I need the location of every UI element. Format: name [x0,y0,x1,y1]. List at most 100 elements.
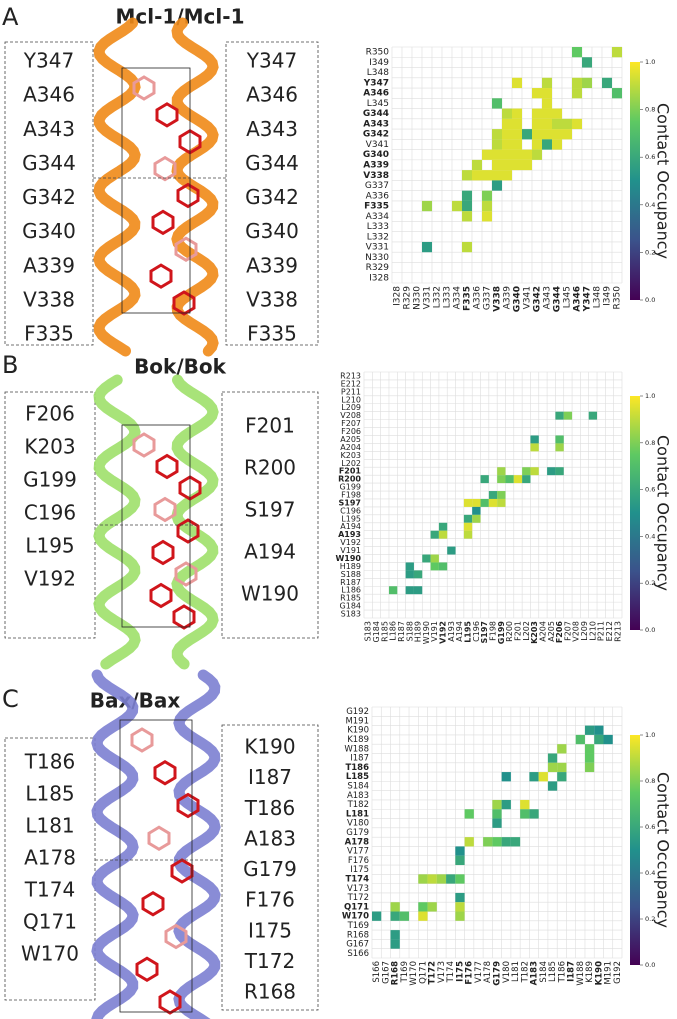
col-label: T169 [400,961,410,983]
heatmap-cell [492,139,502,150]
heatmap-cell [427,902,437,912]
residue-label: I187 [248,765,292,789]
heatmap-cell [462,190,472,201]
heatmap-cell [584,753,595,763]
residue-label: V338 [23,287,75,311]
residue-label: R168 [244,980,296,1004]
heatmap-cell [594,734,604,745]
col-label: I349 [603,286,613,306]
side-chain [174,561,198,587]
col-label: V338 [493,286,503,312]
heatmap-cell [492,159,502,171]
row-label: H189 [340,562,361,571]
residue-label: A339 [23,253,75,277]
colorbar-tick-label: 0.4 [645,532,655,540]
row-label: V331 [366,243,389,253]
col-label: K189 [585,961,595,983]
col-label: R329 [403,286,413,310]
heatmap-cell [520,809,530,819]
heatmap-cell [455,911,465,921]
side-chain [135,956,159,982]
col-label: L195 [464,621,473,643]
col-label: V208 [572,621,581,642]
heatmap-cell [436,874,447,884]
heatmap-cell [501,799,511,810]
heatmap-cell [472,159,482,171]
row-label: S183 [341,610,361,619]
heatmap-cell [497,475,506,484]
residue-label: Y347 [23,49,74,73]
row-label: W188 [344,744,369,754]
col-label: L210 [588,621,597,641]
residue-label: K190 [244,735,295,759]
row-label: V180 [347,819,369,829]
col-label: V192 [439,621,448,644]
residue-label: F201 [245,414,295,438]
row-label: S184 [347,782,369,792]
row-label: T169 [347,921,369,931]
row-label: A336 [366,191,390,201]
panel-letter: B [2,351,18,379]
row-label: V208 [340,411,361,420]
side-chain [176,518,200,544]
col-label: A178 [483,961,493,983]
row-label: K203 [340,451,361,460]
heatmap-cell [413,586,423,595]
row-label: A339 [363,161,389,171]
heatmap-cell [563,411,573,420]
heatmap-cell [532,88,542,99]
residue-label: A343 [246,117,298,141]
heatmap-cell [502,118,512,130]
col-label: Y347 [583,286,593,312]
side-chain [141,891,165,917]
heatmap-cell [492,837,502,847]
row-label: A193 [338,530,361,539]
helix [93,374,141,670]
colorbar-tick-label: 0.6 [645,486,655,494]
heatmap-cell [492,98,502,109]
row-label: V338 [363,171,389,181]
row-label: V192 [340,538,361,547]
side-chain [176,792,200,819]
col-label: K203 [530,621,539,644]
side-chain [147,825,171,851]
row-label: T182 [347,800,369,810]
colorbar-tick-label: 1.0 [645,731,655,739]
residue-label: A339 [246,253,298,277]
colorbar-label: Contact Occupancy [654,435,673,591]
side-chain [153,760,177,786]
row-label: K190 [347,726,369,736]
interface-box [121,424,191,628]
residue-label: T186 [244,796,295,820]
row-label: V177 [347,847,369,857]
helix [93,17,141,357]
residue-label: A343 [23,117,75,141]
col-label: A336 [473,286,483,310]
heatmap-cell [594,725,604,735]
row-label: F207 [341,419,361,428]
heatmap-cell [482,200,492,212]
heatmap-cell [488,498,498,507]
row-label: W190 [335,554,361,563]
col-label: G167 [381,961,391,984]
heatmap-cell [572,118,582,130]
col-label: R185 [380,621,389,642]
col-label: F176 [465,961,475,985]
row-label: R213 [340,371,361,380]
heatmap-cell [427,874,437,884]
heatmap-cell [455,902,465,912]
colorbar [630,396,640,630]
heatmap-cell [390,939,400,949]
col-label: F206 [555,621,564,644]
heatmap-cell [538,772,548,782]
residue-label: G340 [245,219,299,243]
heatmap-cell [497,498,506,507]
heatmap-cell [520,799,530,810]
residue-label: W170 [21,942,79,966]
heatmap-cell [522,475,531,484]
heatmap-cell [557,744,567,754]
row-label: L181 [346,809,369,819]
row-label: V191 [340,546,361,555]
colorbar-tick-label: 0.0 [645,296,655,304]
